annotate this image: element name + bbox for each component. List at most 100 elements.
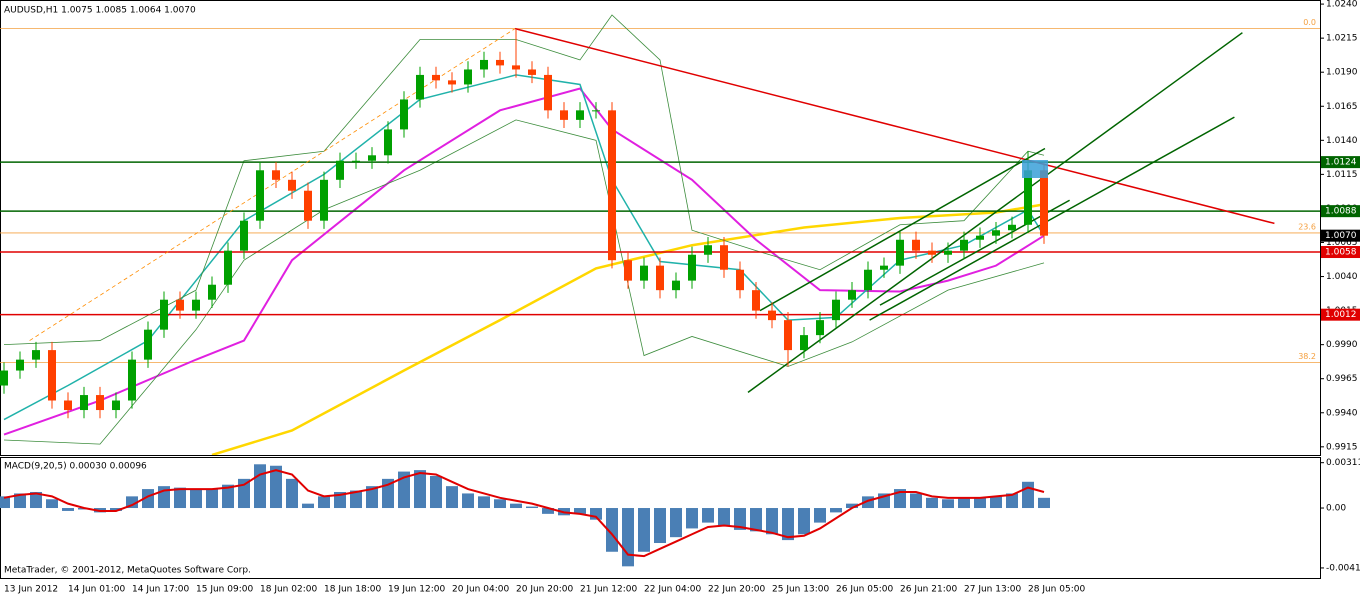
candle-body [544,74,552,111]
main-panel [0,0,1321,456]
candle-body [832,299,840,321]
macd-bar [510,503,522,509]
candle-body [752,290,760,311]
x-tick-label: 26 Jun 21:00 [900,585,957,595]
macd-bar [606,508,618,552]
macd-title: MACD(9,20,5) 0.00030 0.00096 [4,462,147,472]
candle-body [560,110,568,120]
candle-body [384,129,392,156]
candle-body [1040,170,1048,236]
macd-bar [926,497,938,509]
macd-bar [478,496,490,509]
candle-body [736,269,744,291]
macd-bar [398,471,410,509]
macd-bar [222,484,234,509]
macd-bar [14,493,26,509]
y-tick-label: 0.9965 [1326,374,1358,384]
macd-bar [686,508,698,529]
macd-bar [414,470,426,509]
macd-bar [670,508,682,538]
candle-body [240,220,248,251]
candle-body [128,359,136,401]
macd-bar [750,508,762,532]
trendline [879,199,1070,306]
macd-bar [350,490,362,509]
candle-body [352,160,360,162]
macd-bar [46,499,58,509]
x-tick-label: 27 Jun 13:00 [964,585,1021,595]
macd-bar [462,493,474,509]
candle-body [704,245,712,255]
macd-bar [366,486,378,509]
macd-bar [270,465,282,509]
x-tick-label: 25 Jun 13:00 [772,585,829,595]
axes: 1.0240 1.0215 1.0190 1.0165 1.0140 1.0115 1.00… [4,0,1360,595]
macd-bar [958,497,970,509]
x-tick-label: 22 Jun 20:00 [708,585,765,595]
candle-body [720,245,728,270]
macd-bar [974,497,986,509]
macd-bar [782,508,794,541]
candle-body [1024,170,1032,225]
macd-bar [302,503,314,509]
trendline [29,28,516,341]
fib-label: 0.0 [1303,18,1316,27]
candle-body [320,179,328,221]
x-tick-label: 22 Jun 04:00 [644,585,701,595]
candle-body [800,335,808,351]
macd-bar [142,489,154,509]
candle-body [624,260,632,281]
macd-bar [574,508,586,514]
candle-body [176,299,184,311]
candle-body [192,299,200,311]
y-tick-label: 1.0215 [1326,34,1358,44]
candle-body [304,190,312,221]
x-tick-label: 26 Jun 05:00 [836,585,893,595]
candle-body [80,395,88,411]
candle-body [816,320,824,336]
chart-title: AUDUSD,H1 1.0075 1.0085 1.0064 1.0070 [4,6,196,16]
level-label: 1.0088 [1325,207,1357,217]
candle-body [656,265,664,291]
macd-bar [446,486,458,509]
y-tick-label: 1.0040 [1326,272,1358,282]
candle-body [400,99,408,130]
candle-body [112,400,120,411]
candle-body [368,155,376,161]
candle-body [144,329,152,360]
x-tick-label: 19 Jun 12:00 [388,585,445,595]
macd-bar [174,487,186,509]
macd-bar [430,475,442,509]
x-tick-label: 20 Jun 20:00 [516,585,573,595]
footer: MetaTrader, © 2001-2012, MetaQuotes Soft… [4,566,251,576]
y-tick-label: 0.9990 [1326,340,1358,350]
macd-bar [1022,481,1034,509]
candle-body [976,235,984,240]
candle-body [640,265,648,281]
candle-body [688,254,696,281]
main-plot: 0.0 23.6 38.2 [0,14,1320,455]
highlight-box [1022,160,1048,178]
macd-bar [766,508,778,535]
macd-bar [654,508,666,544]
candle-body [784,320,792,351]
indicator-line [3,14,1045,346]
macd-bar [622,508,634,567]
x-tick-label: 21 Jun 12:00 [580,585,637,595]
candle-body [992,230,1000,236]
y-tick-label: 1.0240 [1326,0,1358,10]
y-tick-label: 1.0140 [1326,136,1358,146]
fib-label: 38.2 [1298,352,1316,361]
macd-bar [718,508,730,526]
x-tick-label: 18 Jun 02:00 [260,585,317,595]
macd-bar [254,464,266,509]
candle-body [432,74,440,81]
macd-bar [590,508,602,520]
macd-bar [0,496,10,509]
candle-body [912,239,920,251]
y-tick-label: 1.0165 [1326,102,1358,112]
y-tick-label: 1.0190 [1326,68,1358,78]
x-tick-label: 20 Jun 04:00 [452,585,509,595]
macd-bar [830,508,842,513]
candle-body [464,69,472,85]
